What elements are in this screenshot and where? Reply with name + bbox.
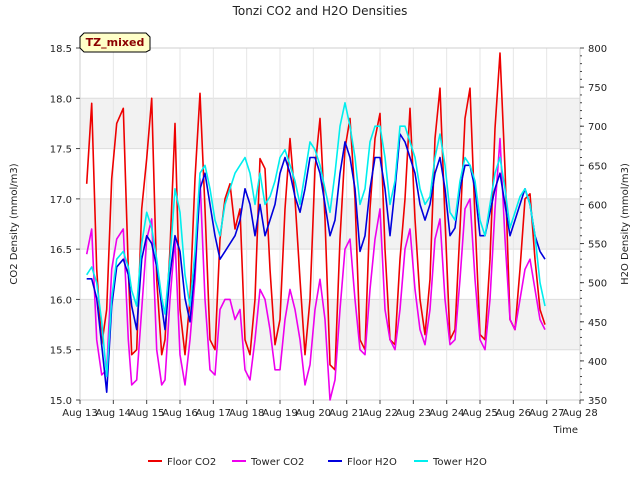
left-tick-label: 16.0 xyxy=(50,295,72,306)
series-line-tower-co2 xyxy=(85,137,546,401)
x-tick-label: Aug 23 xyxy=(396,408,431,419)
legend-label: Tower H2O xyxy=(432,457,487,468)
x-tick-label: Aug 17 xyxy=(196,408,231,419)
right-tick-label: 450 xyxy=(588,318,607,329)
badge-label: TZ_mixed xyxy=(86,36,145,49)
legend-label: Floor CO2 xyxy=(167,457,216,468)
x-tick-label: Aug 25 xyxy=(462,408,497,419)
right-tick-label: 350 xyxy=(588,396,607,407)
right-tick-label: 700 xyxy=(588,122,607,133)
chart-title: Tonzi CO2 and H2O Densities xyxy=(232,4,408,18)
legend: Floor CO2 Tower CO2 Floor H2O Tower H2O xyxy=(148,457,487,468)
x-axis-title: Time xyxy=(553,425,578,436)
right-tick-label: 500 xyxy=(588,279,607,290)
right-tick-label: 400 xyxy=(588,357,607,368)
right-axis-title: H2O Density (mmol/m3) xyxy=(620,163,631,285)
badge-box xyxy=(79,32,151,53)
left-tick-label: 15.5 xyxy=(50,346,72,357)
x-tick-label: Aug 22 xyxy=(362,408,397,419)
x-tick-label: Aug 15 xyxy=(129,408,164,419)
left-axis-title: CO2 Density (mmol/m3) xyxy=(9,163,20,284)
x-tick-label: Aug 20 xyxy=(296,408,331,419)
right-tick-label: 750 xyxy=(588,83,607,94)
x-tick-label: Aug 13 xyxy=(62,408,97,419)
series-line-floor-co2 xyxy=(85,52,546,371)
x-tick-label: Aug 18 xyxy=(229,408,264,419)
legend-item: Floor CO2 xyxy=(148,457,216,468)
left-tick-label: 18.5 xyxy=(50,44,72,55)
right-tick-label: 550 xyxy=(588,240,607,251)
legend-item: Floor H2O xyxy=(328,457,397,468)
x-tick-label: Aug 19 xyxy=(262,408,297,419)
left-tick-label: 18.0 xyxy=(50,94,72,105)
right-tick-label: 800 xyxy=(588,44,607,55)
x-tick-label: Aug 27 xyxy=(529,408,564,419)
legend-label: Floor H2O xyxy=(347,457,397,468)
series-line-tower-h2o xyxy=(86,102,546,378)
x-tick-label: Aug 26 xyxy=(496,408,531,419)
right-tick-label: 600 xyxy=(588,200,607,211)
x-tick-label: Aug 14 xyxy=(96,408,131,419)
legend-item: Tower CO2 xyxy=(232,457,304,468)
right-tick-label: 650 xyxy=(588,161,607,172)
x-tick-label: Aug 28 xyxy=(562,408,597,419)
background-band xyxy=(80,98,580,149)
left-tick-label: 15.0 xyxy=(50,396,72,407)
series-line-floor-h2o xyxy=(86,133,546,394)
right-axis-ticks: 350 400 450 500 550 600 650 700 750 800 xyxy=(580,44,607,407)
x-tick-label: Aug 24 xyxy=(429,408,464,419)
left-tick-label: 17.0 xyxy=(50,195,72,206)
x-tick-label: Aug 21 xyxy=(329,408,364,419)
left-tick-label: 17.5 xyxy=(50,145,72,156)
series-layer xyxy=(85,52,546,401)
left-tick-label: 16.5 xyxy=(50,245,72,256)
left-axis-ticks: 15.0 15.5 16.0 16.5 17.0 17.5 18.0 18.5 xyxy=(50,44,80,407)
legend-label: Tower CO2 xyxy=(250,457,304,468)
legend-item: Tower H2O xyxy=(414,457,487,468)
x-tick-label: Aug 16 xyxy=(162,408,197,419)
dataset-badge: TZ_mixed xyxy=(79,32,151,53)
